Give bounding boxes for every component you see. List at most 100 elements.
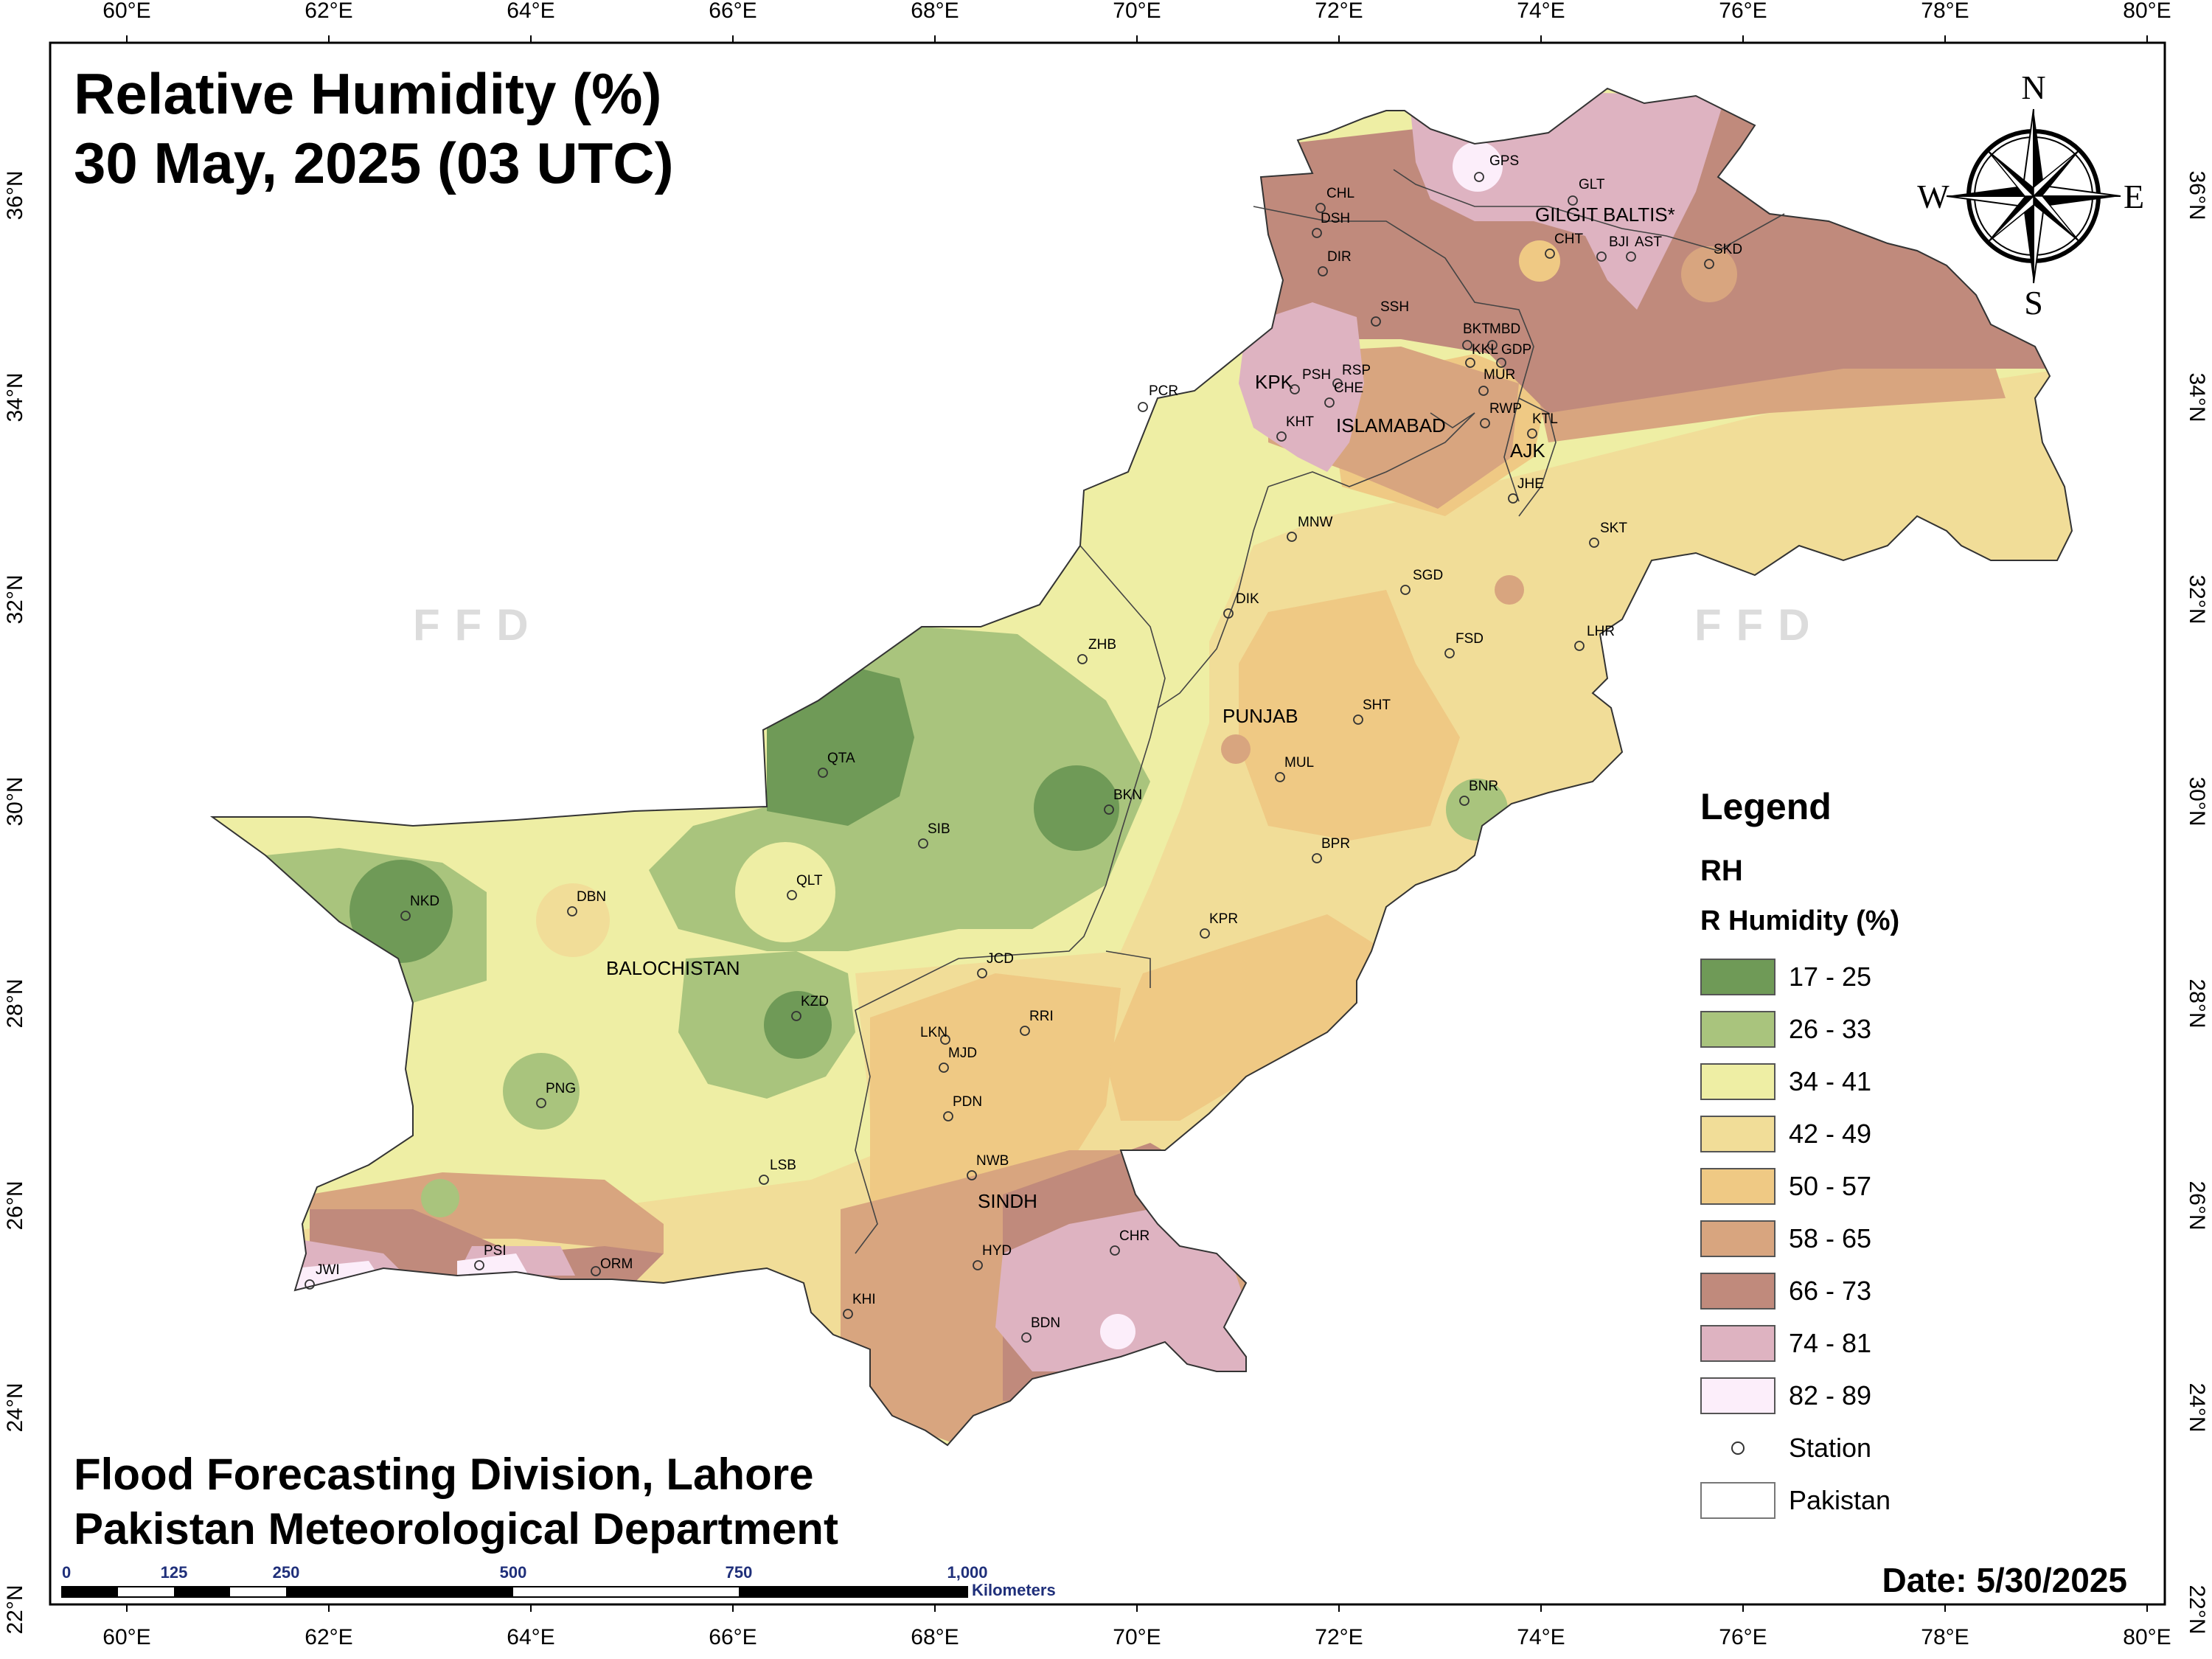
station-label: PSI	[484, 1243, 507, 1259]
station-marker	[1596, 251, 1607, 262]
lat-tick-label-right: 24°N	[2185, 1382, 2209, 1432]
legend-subtitle: R Humidity (%)	[1700, 905, 1900, 936]
legend-row: 26 - 33	[1700, 1003, 2069, 1055]
station-marker	[1077, 654, 1088, 664]
station-marker	[818, 768, 828, 778]
station-label: CHL	[1326, 186, 1354, 201]
station-label: PCR	[1149, 383, 1178, 399]
region-label-kpk: KPK	[1255, 371, 1294, 393]
station-marker	[536, 1098, 546, 1108]
station-marker	[791, 1011, 801, 1021]
station-marker	[1276, 431, 1287, 442]
station-marker	[1104, 804, 1114, 815]
station-marker	[1508, 493, 1518, 504]
station-marker	[1474, 172, 1484, 182]
station-marker	[1545, 248, 1555, 259]
lon-tick-label-bottom: 70°E	[1113, 1625, 1161, 1649]
lat-tick-label-left: 30°N	[3, 776, 27, 826]
scale-bar-label: 500	[500, 1563, 527, 1582]
station-label: BKT	[1463, 321, 1490, 337]
station-marker	[1626, 251, 1636, 262]
lat-tick-label-right: 32°N	[2185, 574, 2209, 624]
station-label: KPR	[1209, 911, 1238, 927]
station-label: BNR	[1469, 779, 1498, 794]
station-label: DBN	[577, 889, 606, 905]
legend-class-label: 58 - 65	[1789, 1222, 1872, 1253]
station-marker	[1324, 397, 1335, 408]
lon-tick-label-top: 80°E	[2123, 0, 2171, 23]
lat-tick-label-right: 22°N	[2185, 1585, 2209, 1634]
lat-tick-label-left: 22°N	[3, 1585, 27, 1634]
station-marker	[1462, 340, 1472, 350]
station-label: QLT	[796, 873, 823, 888]
station-marker	[591, 1266, 601, 1276]
lat-tick-label-right: 36°N	[2185, 170, 2209, 220]
station-label: NWB	[976, 1153, 1009, 1169]
scale-bar: 0 125 250 500 750 1,000 Kilometers	[61, 1563, 1056, 1599]
station-marker	[1568, 195, 1578, 206]
station-label: GPS	[1489, 153, 1519, 169]
watermark-left: FFD	[413, 600, 543, 650]
legend-row: 50 - 57	[1700, 1160, 2069, 1212]
watermark-right: FFD	[1694, 600, 1825, 650]
station-marker	[1223, 608, 1234, 619]
station-label: ORM	[600, 1256, 633, 1272]
station-label: MUR	[1484, 367, 1515, 383]
station-marker	[1275, 772, 1285, 782]
station-label: LHR	[1587, 624, 1615, 639]
station-marker	[1312, 228, 1322, 238]
lon-tick-label-top: 78°E	[1921, 0, 1969, 23]
lon-tick-label-bottom: 80°E	[2123, 1625, 2171, 1649]
station-marker	[787, 890, 797, 900]
station-label: BPR	[1321, 836, 1350, 852]
station-label: SHT	[1363, 698, 1391, 713]
station-label: HYD	[982, 1243, 1012, 1259]
region-label-islamabad: ISLAMABAD	[1336, 414, 1446, 437]
station-label: BKN	[1113, 787, 1142, 803]
legend-swatch	[1700, 1167, 1775, 1205]
station-marker	[943, 1111, 953, 1121]
station-label: DSH	[1321, 211, 1350, 226]
scale-bar-label: 750	[726, 1563, 753, 1582]
region-label-gilgit: GILGIT BALTIS*	[1535, 204, 1675, 226]
station-label: SIB	[928, 821, 950, 837]
station-marker	[1318, 266, 1328, 276]
legend-swatch	[1700, 1272, 1775, 1310]
station-marker	[1459, 796, 1470, 806]
station-label: SGD	[1413, 568, 1443, 583]
legend-boundary-row: Pakistan	[1700, 1474, 2069, 1526]
legend: Legend RH R Humidity (%) 17 - 25 26 - 33 3…	[1700, 785, 2069, 1526]
station-label: RRI	[1029, 1009, 1054, 1024]
station-marker	[1478, 386, 1489, 396]
footer-department: Pakistan Meteorological Department	[74, 1504, 838, 1554]
station-label: JWI	[316, 1262, 340, 1278]
legend-row: 82 - 89	[1700, 1369, 2069, 1422]
lat-tick-label-right: 30°N	[2185, 776, 2209, 826]
station-label: KHI	[852, 1292, 876, 1307]
station-label: NKD	[410, 894, 439, 909]
station-marker	[1315, 203, 1326, 213]
station-label: MUL	[1284, 755, 1314, 771]
station-label: RSP	[1342, 363, 1371, 378]
station-marker	[1527, 428, 1537, 439]
station-marker	[1287, 532, 1297, 542]
lon-tick-label-bottom: 72°E	[1315, 1625, 1363, 1649]
lon-tick-label-top: 74°E	[1517, 0, 1565, 23]
station-label: AST	[1635, 234, 1662, 250]
region-label-punjab: PUNJAB	[1222, 705, 1298, 727]
station-label: SKT	[1600, 521, 1627, 536]
station-label: CHR	[1119, 1228, 1150, 1244]
station-marker	[1110, 1245, 1120, 1256]
compass-north: N	[2021, 69, 2045, 106]
lon-tick-label-bottom: 64°E	[507, 1625, 554, 1649]
station-marker	[759, 1175, 769, 1185]
lon-tick-label-bottom: 74°E	[1517, 1625, 1565, 1649]
legend-class-label: 66 - 73	[1789, 1275, 1872, 1306]
station-label: PNG	[546, 1081, 576, 1096]
station-label: JHE	[1517, 476, 1544, 492]
longitude-ticks: 60°E 60°E 62°E 62°E 64°E 64°E 66°E 66°E 68°E 68°E…	[102, 0, 2171, 1649]
scale-bar-label: 125	[161, 1563, 188, 1582]
legend-swatch	[1700, 1220, 1775, 1257]
